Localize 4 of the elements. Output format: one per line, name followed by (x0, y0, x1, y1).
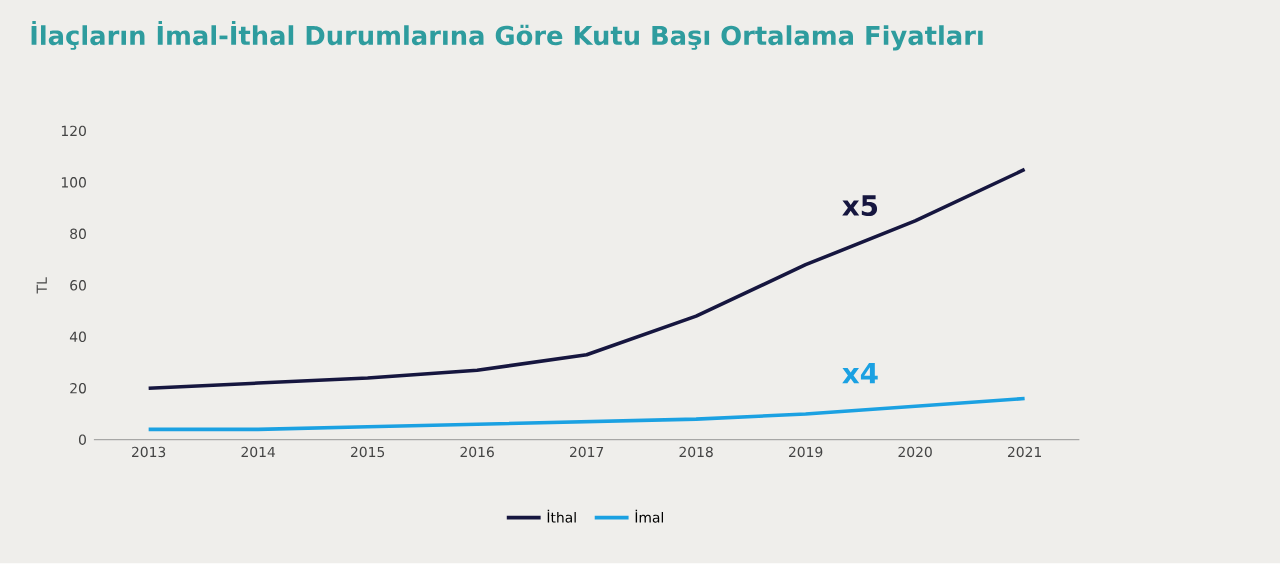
annotation: x5 (842, 195, 878, 217)
annotation: x4 (842, 363, 878, 384)
chart-title: İlaçların İmal-İthal Durumlarına Göre Kutu Başı Ortalama Fiyatları (31, 21, 983, 51)
line-series (146, 168, 1027, 391)
